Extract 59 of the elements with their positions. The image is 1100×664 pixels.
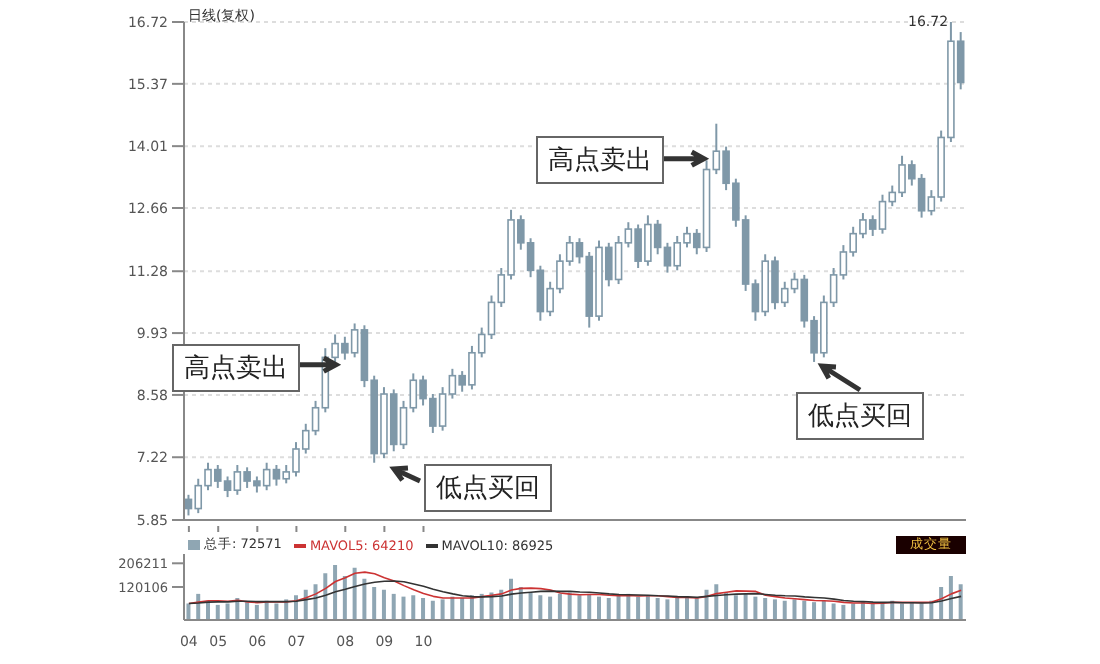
bar — [528, 592, 533, 620]
bar — [958, 584, 963, 620]
bar — [753, 596, 758, 620]
bar — [743, 593, 748, 620]
bar — [782, 600, 787, 620]
bar — [440, 599, 445, 620]
bar — [831, 603, 836, 620]
bar — [596, 596, 601, 620]
bar — [342, 576, 347, 620]
line-series — [188, 580, 962, 605]
bar — [411, 595, 416, 620]
bar — [274, 603, 279, 620]
bar — [362, 578, 367, 620]
bar — [802, 600, 807, 620]
bar — [254, 604, 259, 620]
annotation: 低点买回 — [424, 464, 552, 512]
bar — [870, 603, 875, 620]
bar — [675, 598, 680, 620]
annotation: 低点买回 — [796, 392, 924, 440]
bar — [186, 603, 191, 620]
bar — [381, 589, 386, 620]
bar — [714, 584, 719, 620]
bar — [763, 598, 768, 620]
bar — [812, 602, 817, 620]
bar — [245, 602, 250, 620]
bar — [225, 603, 230, 620]
bar — [587, 593, 592, 620]
bar — [704, 589, 709, 620]
line-series — [188, 571, 962, 605]
bar — [772, 599, 777, 620]
bar — [841, 604, 846, 620]
bar — [421, 598, 426, 620]
bar — [430, 600, 435, 620]
bar — [323, 573, 328, 620]
bar — [665, 599, 670, 620]
annotation: 高点卖出 — [536, 136, 664, 184]
bar — [372, 587, 377, 620]
bar — [538, 595, 543, 620]
bar — [919, 603, 924, 620]
bar — [391, 593, 396, 620]
bar — [792, 599, 797, 620]
bar — [352, 567, 357, 620]
bar — [577, 595, 582, 620]
bar — [851, 603, 856, 620]
bar — [401, 596, 406, 620]
bar — [460, 598, 465, 620]
bar — [606, 598, 611, 620]
bar — [694, 598, 699, 620]
bar — [655, 598, 660, 620]
bar — [636, 596, 641, 620]
bar — [948, 576, 953, 620]
bar — [900, 603, 905, 620]
bar — [733, 595, 738, 620]
annotation: 高点卖出 — [172, 344, 300, 392]
bar — [557, 593, 562, 620]
bar — [548, 596, 553, 620]
bar — [333, 565, 338, 620]
bar — [215, 604, 220, 620]
bar — [821, 600, 826, 620]
